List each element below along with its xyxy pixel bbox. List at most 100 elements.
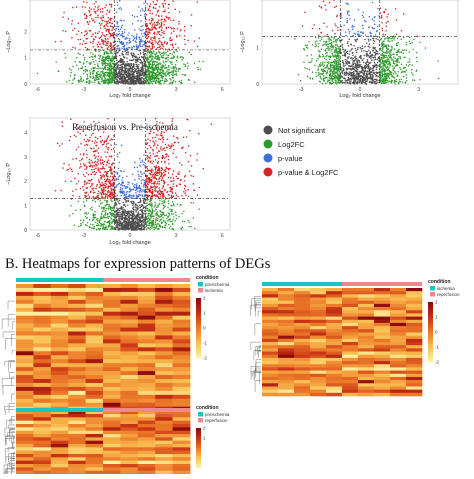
v2-point-not-significant [377,62,379,64]
v3-point-p-value [140,162,142,164]
v3-point-log2fc [100,223,102,225]
v1-point-p-value-log2fc [98,5,100,7]
v1-point-p-value-log2fc [151,42,153,44]
v1-point-not-significant [142,75,144,77]
v2-point-p-value [349,18,351,20]
v3-point-log2fc [173,216,175,218]
v1-point-p-value [140,10,142,12]
v1-point-not-significant [115,74,117,76]
v1-point-p-value-log2fc [111,30,113,32]
v2-point-log2fc [396,63,398,65]
v3-point-log2fc [154,201,156,203]
v1-point-log2fc [149,75,151,77]
v2-point-p-value-log2fc [384,11,386,13]
v1-point-log2fc [70,75,72,77]
v1-point-p-value [133,46,135,48]
v2-point-not-significant [352,62,354,64]
v2-point-log2fc [331,80,333,82]
v1-point-p-value-log2fc [100,8,102,10]
v1-point-not-significant [136,57,138,59]
v1-point-not-significant [139,72,141,74]
v3-point-log2fc [106,228,108,230]
v1-point-p-value-log2fc [169,17,171,19]
v3-point-log2fc [107,216,109,218]
v3-point-log2fc [148,204,150,206]
v1-point-p-value-log2fc [106,22,108,24]
v1-point-p-value-log2fc [153,1,155,3]
v1-point-log2fc [37,73,39,75]
v2-point-log2fc [321,78,323,80]
v1-point-log2fc [163,57,165,59]
v2-point-not-significant [354,78,356,80]
v3-point-p-value [123,195,125,197]
v2-point-not-significant [342,76,344,78]
v1-point-not-significant [144,67,146,69]
v2-point-not-significant [347,53,349,55]
v2-point-log2fc [330,50,332,52]
v1-point-not-significant [122,79,124,81]
v3-point-log2fc [104,200,106,202]
v1-point-p-value-log2fc [81,32,83,34]
v1-point-not-significant [120,69,122,71]
v2-point-log2fc [380,48,382,50]
v2-point-p-value [373,17,375,19]
v2-point-log2fc [400,69,402,71]
v1-point-p-value-log2fc [80,39,82,41]
v1-point-not-significant [140,74,142,76]
v3-point-log2fc [107,217,109,219]
v1-point-log2fc [165,72,167,74]
v3-point-p-value [138,178,140,180]
v1-point-log2fc [69,68,71,70]
v3-point-p-value [141,183,143,185]
v3-point-log2fc [93,213,95,215]
v2-point-log2fc [308,41,310,43]
v3-point-log2fc [164,220,166,222]
v2-point-p-value-log2fc [302,25,304,27]
v1-point-log2fc [146,82,148,84]
v2-point-log2fc [383,40,385,42]
v1-point-p-value-log2fc [86,16,88,18]
v1-point-p-value-log2fc [149,10,151,12]
v3-point-log2fc [150,200,152,202]
v1-point-p-value-log2fc [106,42,108,44]
v1-point-p-value-log2fc [89,21,91,23]
v2-point-not-significant [377,53,379,55]
v3-point-log2fc [149,228,151,230]
v2-point-log2fc [404,49,406,51]
v2-point-not-significant [346,51,348,53]
v1-point-p-value-log2fc [78,23,80,25]
v1-point-p-value [121,33,123,35]
v1-point-p-value [133,36,135,38]
v2-point-p-value [348,15,350,17]
v3-point-log2fc [151,220,153,222]
v2-point-not-significant [360,64,362,66]
v2-point-log2fc [392,76,394,78]
v1-point-p-value-log2fc [84,6,86,8]
v3-point-log2fc [80,209,82,211]
v1-point-p-value-log2fc [166,28,168,30]
v1-point-p-value-log2fc [151,25,153,27]
v2-point-log2fc [393,37,395,39]
v3-point-p-value [134,184,136,186]
v1-point-p-value-log2fc [99,43,101,45]
v2-point-log2fc [312,78,314,80]
v1-point-p-value-log2fc [163,31,165,33]
v3-point-p-value [141,159,143,161]
v2-point-log2fc [384,46,386,48]
v3-point-log2fc [110,209,112,211]
v1-point-not-significant [140,53,142,55]
v3-point-log2fc [103,217,105,219]
v2-point-log2fc [322,83,324,85]
v3-point-log2fc [146,207,148,209]
v1-point-log2fc [155,67,157,69]
v2-point-log2fc [401,72,403,74]
v2-point-p-value-log2fc [313,24,315,26]
v3-point-not-significant [116,217,118,219]
v3-point-log2fc [108,208,110,210]
v2-point-p-value [355,33,357,35]
v2-point-log2fc [402,81,404,83]
v2-point-p-value [365,21,367,23]
v2-point-not-significant [359,80,361,82]
v2-point-log2fc [381,62,383,64]
